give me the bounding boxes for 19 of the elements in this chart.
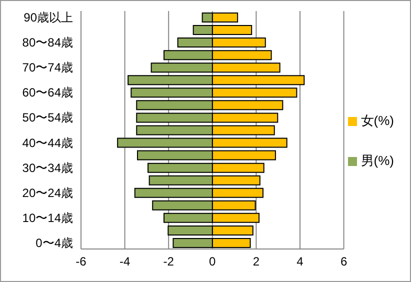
y-tick-label: 90歳以上	[24, 10, 73, 25]
y-tick-label: 70〜74歳	[22, 60, 73, 75]
x-tick-label: -2	[163, 254, 174, 269]
y-tick-label: 30〜34歳	[22, 160, 73, 175]
y-tick-label: 60〜64歳	[22, 86, 73, 100]
x-tick-label: 4	[296, 254, 304, 269]
y-tick-label: 20〜24歳	[22, 186, 73, 200]
x-tick-label: 2	[252, 254, 260, 269]
y-tick-label: 10〜14歳	[22, 210, 73, 225]
y-tick-label: 50〜54歳	[22, 110, 73, 125]
y-tick-label: 0〜4歳	[36, 236, 73, 250]
legend-label: 男(%)	[360, 153, 394, 168]
legend-label: 女(%)	[360, 113, 394, 128]
y-tick-label: 80〜84歳	[22, 36, 73, 50]
y-tick-label: 40〜44歳	[22, 136, 73, 150]
x-tick-label: 6	[340, 254, 348, 269]
x-tick-label: -6	[76, 254, 87, 269]
x-tick-label: 0	[209, 254, 216, 269]
x-tick-label: -4	[119, 254, 130, 269]
